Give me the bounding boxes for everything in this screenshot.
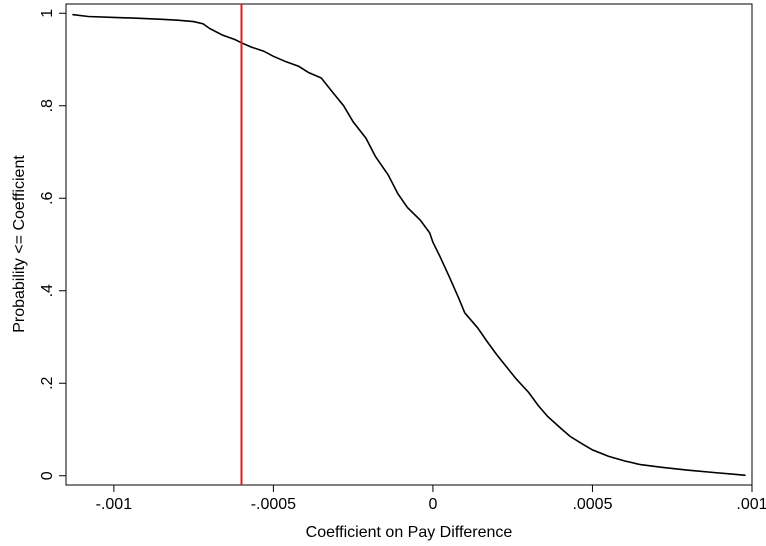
cdf-series-line xyxy=(72,13,746,477)
y-axis-title: Probability <= Coefficient xyxy=(11,155,28,333)
x-tick-label: -.001 xyxy=(96,496,133,513)
y-tick-label: 1 xyxy=(39,9,56,18)
x-tick-label: .001 xyxy=(736,496,766,513)
x-tick-label: -.0005 xyxy=(251,496,296,513)
plot-frame xyxy=(65,3,753,486)
x-tick-label: .0005 xyxy=(572,496,612,513)
y-tick-label: .6 xyxy=(39,191,56,204)
x-tick-label: 0 xyxy=(428,496,437,513)
y-tick-label: .8 xyxy=(39,99,56,112)
x-axis-title: Coefficient on Pay Difference xyxy=(306,524,513,541)
y-tick-label: 0 xyxy=(39,471,56,480)
y-tick-label: .4 xyxy=(39,284,56,297)
y-tick-label: .2 xyxy=(39,376,56,389)
x-axis-ticks: -.001 -.0005 0 .0005 .001 xyxy=(96,485,766,513)
y-axis-ticks: 0 .2 .4 .6 .8 1 xyxy=(39,9,66,480)
